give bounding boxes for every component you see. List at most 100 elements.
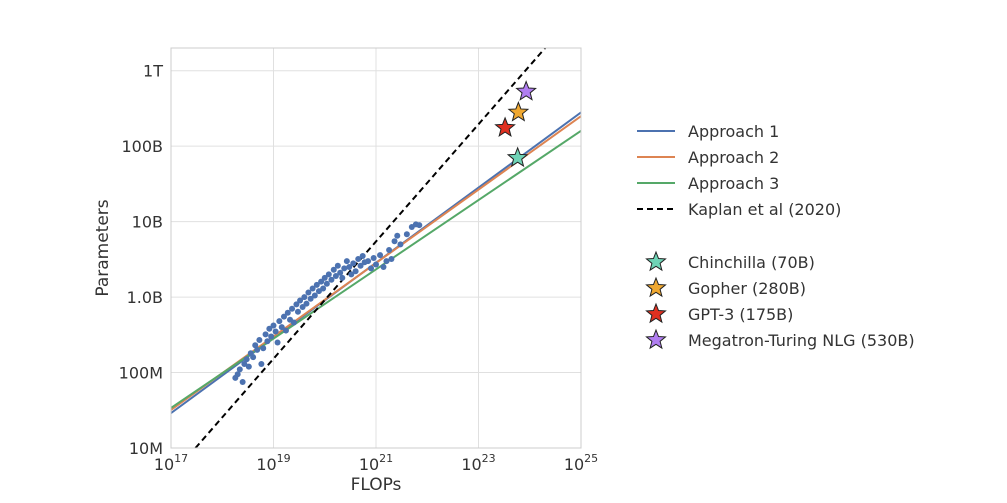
y-tick-label: 10M	[129, 439, 163, 458]
scatter-point	[373, 261, 379, 268]
y-tick-label: 1.0B	[127, 288, 163, 307]
scatter-point	[266, 325, 273, 332]
scatter-point	[365, 258, 372, 265]
scatter-point	[380, 264, 387, 271]
legend-label: Approach 3	[688, 174, 779, 193]
scatter-point	[341, 265, 348, 272]
scatter-point	[272, 328, 279, 335]
x-tick-label: 1021	[359, 452, 393, 474]
model-stars	[494, 80, 537, 168]
scatter-point	[276, 318, 283, 325]
scatter-point	[250, 354, 257, 361]
scatter-point	[290, 319, 297, 326]
scatter-point	[293, 301, 300, 308]
scatter-point	[260, 345, 267, 352]
scatter-point	[370, 254, 377, 261]
scatter-point	[318, 278, 325, 285]
scatter-point	[321, 274, 328, 281]
scatter-point	[346, 264, 353, 271]
legend-star	[645, 328, 667, 350]
y-axis-label: Parameters	[93, 199, 113, 296]
scatter-point	[386, 247, 393, 254]
legend-label: Approach 1	[688, 122, 779, 141]
scatter-point	[262, 331, 269, 338]
scatter-point	[254, 346, 261, 353]
y-tick-label: 1T	[143, 62, 163, 81]
model-star	[515, 80, 537, 101]
model-star	[507, 101, 530, 122]
legend-label: Megatron-Turing NLG (530B)	[688, 331, 915, 350]
scatter-point	[274, 339, 281, 346]
scatter-point	[243, 356, 250, 363]
grid	[170, 48, 582, 449]
scatter-point	[301, 294, 308, 301]
line-approach-3	[171, 129, 581, 409]
scatter-point	[416, 222, 423, 229]
legend-label: Gopher (280B)	[688, 279, 806, 298]
scatter-point	[403, 231, 410, 238]
scatter-point	[359, 253, 366, 260]
scatter-point	[311, 292, 318, 299]
scatter-point	[320, 285, 327, 292]
scatter-point	[325, 271, 332, 278]
scatter-point	[334, 262, 341, 269]
scatter-point	[245, 363, 252, 370]
legend-label: Approach 2	[688, 148, 779, 167]
scatter-point	[241, 360, 248, 367]
scatter-point	[297, 297, 304, 304]
legend-label: Chinchilla (70B)	[688, 253, 815, 272]
scatter-point	[328, 276, 335, 283]
x-tick-label: 1025	[564, 452, 598, 474]
scatter-point	[323, 280, 330, 287]
scatter-point	[348, 271, 355, 278]
scatter-point	[294, 308, 301, 315]
legend-star	[645, 250, 667, 272]
scatter-point	[337, 269, 344, 276]
scatter-point	[307, 295, 314, 302]
scatter-point	[332, 273, 339, 280]
scatter-point	[239, 378, 246, 385]
scatter-point	[391, 238, 398, 245]
model-star	[494, 116, 516, 138]
y-axis-ticks: 10M 100M 1.0B 10B 100B 1T	[119, 62, 164, 458]
x-tick-label: 1017	[154, 452, 188, 474]
scatter-point	[278, 324, 285, 331]
scatter-point	[280, 313, 287, 320]
line-kaplan-et-al-2020	[194, 48, 546, 448]
x-axis-ticks: 1017 1019 1021 1023 1025	[154, 452, 598, 474]
y-tick-label: 10B	[132, 213, 163, 232]
scatter-point	[258, 360, 265, 367]
x-tick-label: 1023	[461, 452, 495, 474]
legend-star	[645, 276, 667, 298]
scatter-points	[232, 221, 423, 385]
scatter-point	[350, 260, 357, 267]
scatter-point	[352, 268, 359, 275]
plot-frame	[170, 47, 582, 449]
scatter-point	[284, 309, 291, 316]
y-tick-label: 100M	[119, 364, 163, 383]
scatter-point	[394, 232, 401, 239]
scatter-point	[368, 265, 375, 272]
model-star	[506, 146, 529, 168]
legend-label: Kaplan et al (2020)	[688, 200, 841, 219]
scatter-point	[270, 322, 277, 329]
scatter-point	[282, 327, 289, 334]
scatter-point	[236, 366, 243, 373]
scatter-point	[252, 342, 259, 349]
scatter-point	[264, 338, 271, 345]
legend-star	[645, 302, 667, 324]
scatter-point	[309, 285, 316, 292]
scatter-point	[343, 258, 350, 265]
y-tick-label: 100B	[121, 137, 163, 156]
legend-label: GPT-3 (175B)	[688, 305, 793, 324]
scatter-point	[397, 241, 404, 248]
scatter-point	[339, 274, 346, 281]
scatter-point	[355, 255, 362, 262]
scatter-point	[357, 262, 364, 269]
scatter-point	[299, 303, 306, 310]
scatter-point	[330, 266, 337, 273]
scatter-point	[377, 252, 384, 259]
scatter-point	[383, 258, 390, 265]
x-tick-label: 1019	[256, 452, 290, 474]
